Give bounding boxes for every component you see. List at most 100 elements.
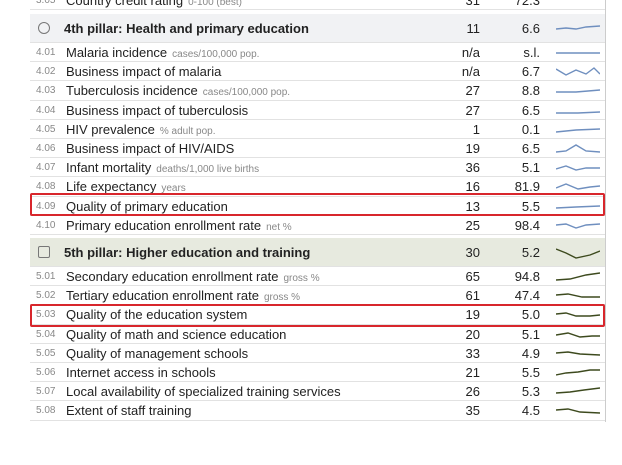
sparkline — [556, 144, 600, 153]
row-score: 47.4 — [514, 288, 540, 304]
row-code: 5.05 — [36, 347, 56, 359]
sparkline-path — [556, 248, 600, 259]
sparkline-path — [556, 272, 600, 281]
highlight-box — [30, 193, 605, 216]
row-score: 5.1 — [521, 326, 540, 342]
pillar-title: 5th pillar: Higher education and trainin… — [64, 245, 311, 260]
row-label: Primary education enrollment rate net % — [66, 217, 292, 233]
row-score: 8.8 — [521, 83, 540, 99]
row-unit: cases/100,000 pop. — [202, 87, 291, 99]
row-rank: 1 — [472, 121, 480, 137]
row-rank: 27 — [465, 102, 480, 118]
row-unit: years — [161, 183, 186, 195]
sparkline — [556, 312, 600, 318]
row-code: 5.07 — [36, 386, 56, 398]
sparkline-path — [556, 408, 600, 415]
sparkline — [556, 204, 600, 209]
row-label: Infant mortality deaths/1,000 live births — [66, 160, 260, 176]
row-code: 5.02 — [36, 290, 56, 302]
row-label: Business impact of tuberculosis — [66, 102, 249, 118]
sparkline-path — [556, 387, 600, 394]
row-label: Life expectancy years — [66, 179, 186, 195]
sparkline — [556, 67, 600, 77]
table-row: 4.10 Primary education enrollment rate net… — [30, 216, 606, 235]
table-border — [605, 0, 606, 422]
row-rank: 36 — [465, 160, 480, 176]
row-rank: 26 — [465, 384, 480, 400]
row-code: 5.03 — [36, 309, 56, 321]
row-unit: 0-100 (best) — [188, 0, 242, 8]
pillar-rank: 30 — [465, 245, 480, 260]
row-code: 5.08 — [36, 405, 56, 417]
row-score: 5.5 — [521, 365, 540, 381]
pillar-header: 4th pillar: Health and primary education… — [30, 14, 606, 43]
row-score: 5.1 — [521, 160, 540, 176]
pillar-icon — [38, 246, 50, 258]
sparkline-path — [556, 165, 600, 172]
row-rank: 61 — [465, 288, 480, 304]
row-score: 5.0 — [521, 307, 540, 323]
row-score: 0.1 — [521, 121, 540, 137]
table-row: 5.04 Quality of math and science educatio… — [30, 325, 606, 344]
sparkline-path — [556, 25, 600, 30]
row-unit: % adult pop. — [159, 125, 216, 137]
highlight-box — [30, 304, 605, 327]
row-rank: 20 — [465, 326, 480, 342]
sparkline — [556, 331, 600, 338]
sparkline-path — [556, 144, 600, 153]
sparkline-path — [556, 351, 600, 356]
row-rank: 65 — [465, 269, 480, 285]
row-unit: deaths/1,000 live births — [156, 164, 260, 176]
row-score: 72.3 — [514, 0, 540, 8]
row-rank: 16 — [465, 179, 480, 195]
row-rank: 33 — [465, 345, 480, 361]
table-row: 5.02 Tertiary education enrollment rate gr… — [30, 286, 606, 306]
row-label: Business impact of malaria — [66, 64, 222, 80]
sparkline — [556, 165, 600, 172]
pillar-icon — [38, 22, 50, 34]
table-row: 5.05 Quality of management schools 33 4.9 — [30, 344, 606, 363]
sparkline — [556, 223, 600, 229]
row-rank: 21 — [465, 365, 480, 381]
row-rank: 19 — [465, 141, 480, 157]
row-unit: cases/100,000 pop. — [172, 49, 260, 61]
sparkline-path — [556, 183, 600, 191]
sparkline-path — [556, 331, 600, 338]
row-rank: 13 — [465, 198, 480, 214]
row-score: 6.5 — [521, 141, 540, 157]
sparkline — [556, 52, 600, 54]
table-row: 4.07 Infant mortality deaths/1,000 live bi… — [30, 158, 606, 178]
row-rank: 27 — [465, 83, 480, 99]
sparkline — [556, 183, 600, 191]
sparkline — [556, 89, 600, 94]
sparkline-path — [556, 128, 600, 133]
table-row: 5.03 Quality of the education system 19 5.0 — [30, 305, 606, 325]
table-row: 5.07 Local availability of specialized tr… — [30, 382, 606, 402]
sparkline — [556, 369, 600, 376]
row-score: s.l. — [523, 45, 540, 61]
row-label: Tertiary education enrollment rate gross … — [66, 288, 301, 304]
table-row: 4.01 Malaria incidence cases/100,000 pop. n… — [30, 43, 606, 63]
row-unit: net % — [266, 221, 292, 233]
row-code: 4.09 — [36, 200, 56, 212]
row-score: 5.5 — [521, 198, 540, 214]
row-label: Extent of staff training — [66, 403, 192, 419]
row-code: 5.04 — [36, 328, 56, 340]
sparkline-path — [556, 110, 600, 114]
table-row: 4.05 HIV prevalence% adult pop. 1 0.1 — [30, 120, 606, 139]
row-score: 5.3 — [521, 384, 540, 400]
row-rank: 35 — [465, 403, 480, 419]
row-rank: 25 — [465, 217, 480, 233]
pillar-rank: 11 — [466, 21, 481, 36]
row-code: 4.04 — [36, 104, 56, 116]
row-code: 4.03 — [36, 85, 56, 97]
sparkline — [556, 387, 600, 394]
row-code: 4.07 — [36, 162, 56, 174]
table-row: 5.01 Secondary education enrollment rate g… — [30, 267, 606, 287]
row-code: 4.06 — [36, 143, 56, 155]
row-label: HIV prevalence% adult pop. — [66, 121, 216, 137]
table-row: 5.06 Internet access in schools 21 5.5 — [30, 363, 606, 383]
row-code: 4.05 — [36, 123, 56, 135]
row-code: 4.02 — [36, 66, 56, 78]
